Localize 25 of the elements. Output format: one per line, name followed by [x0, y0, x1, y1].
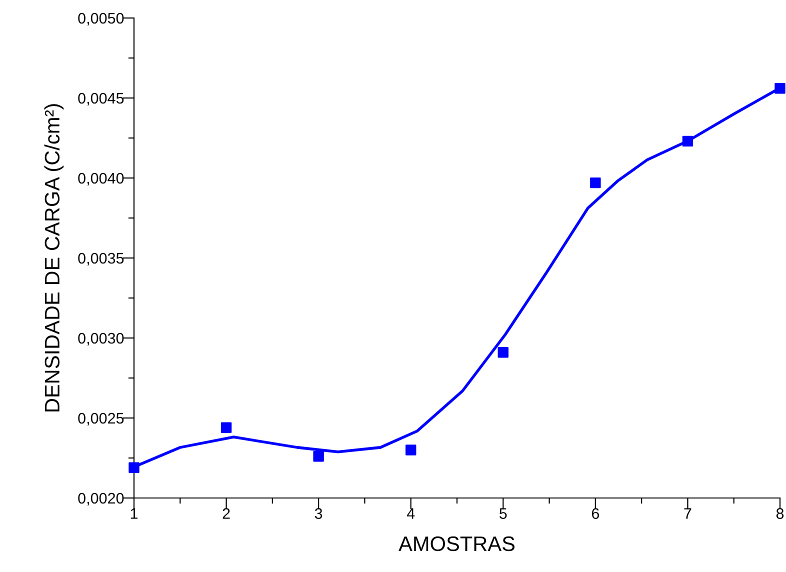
- x-tick-label: 3: [314, 508, 322, 519]
- x-tick-label: 6: [592, 508, 600, 519]
- y-tick-label: 0,0045: [78, 92, 124, 106]
- x-tick-label: 8: [776, 508, 784, 519]
- point: [406, 444, 416, 456]
- y-tick-label: 0,0050: [78, 12, 124, 26]
- x-tick-label: 7: [684, 508, 692, 519]
- y-tick-label: 0,0030: [78, 332, 124, 346]
- point: [220, 422, 232, 433]
- y-tick-label: 0,0035: [78, 252, 124, 266]
- point: [498, 347, 508, 358]
- y-axis-title: DENSIDADE DE CARGA (C/cm²): [44, 104, 64, 412]
- x-tick-label: 5: [500, 508, 507, 519]
- point: [128, 462, 140, 473]
- y-tick-label: 0,0020: [78, 492, 124, 506]
- point: [313, 451, 324, 462]
- x-tick-label: 4: [406, 508, 415, 519]
- point: [590, 177, 601, 188]
- y-tick-label: 0,0025: [78, 412, 124, 426]
- point: [774, 83, 786, 94]
- x-axis-title: AMOSTRAS: [398, 536, 514, 552]
- x-tick-label: 1: [130, 508, 138, 519]
- x-tick-label: 2: [222, 508, 230, 519]
- y-tick-label: 0,0040: [78, 172, 124, 186]
- point: [682, 136, 694, 147]
